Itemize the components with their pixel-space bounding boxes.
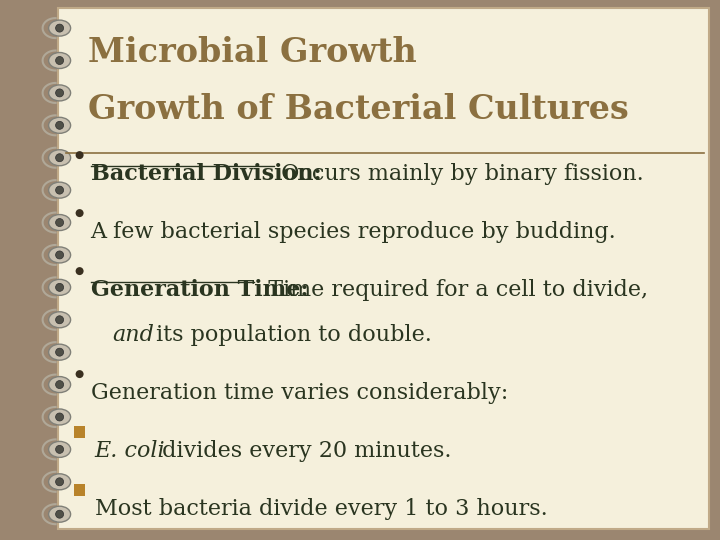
Circle shape <box>55 186 63 194</box>
Ellipse shape <box>49 474 71 490</box>
Circle shape <box>55 89 63 97</box>
Text: Microbial Growth: Microbial Growth <box>88 36 416 69</box>
Ellipse shape <box>49 376 71 393</box>
Text: Generation Time:: Generation Time: <box>91 279 308 301</box>
Circle shape <box>55 381 63 389</box>
Text: Time required for a cell to divide,: Time required for a cell to divide, <box>253 279 648 301</box>
Circle shape <box>55 316 63 324</box>
Circle shape <box>55 251 63 259</box>
Circle shape <box>55 510 63 518</box>
Ellipse shape <box>49 182 71 198</box>
Circle shape <box>55 154 63 161</box>
Ellipse shape <box>49 85 71 101</box>
Circle shape <box>76 151 84 159</box>
Circle shape <box>55 122 63 129</box>
Circle shape <box>76 267 84 275</box>
Ellipse shape <box>49 247 71 263</box>
Text: Generation time varies considerably:: Generation time varies considerably: <box>91 382 508 404</box>
Ellipse shape <box>49 344 71 360</box>
Circle shape <box>55 348 63 356</box>
Circle shape <box>55 446 63 454</box>
Circle shape <box>55 57 63 64</box>
Text: Growth of Bacterial Cultures: Growth of Bacterial Cultures <box>88 93 629 126</box>
Circle shape <box>76 209 84 217</box>
Circle shape <box>76 370 84 378</box>
Ellipse shape <box>49 52 71 69</box>
Text: divides every 20 minutes.: divides every 20 minutes. <box>155 440 451 462</box>
Ellipse shape <box>49 312 71 328</box>
Text: and: and <box>112 324 155 346</box>
Ellipse shape <box>49 117 71 133</box>
Circle shape <box>55 24 63 32</box>
Circle shape <box>55 478 63 486</box>
Circle shape <box>55 219 63 227</box>
Text: Bacterial Division:: Bacterial Division: <box>91 163 321 185</box>
Circle shape <box>55 413 63 421</box>
Ellipse shape <box>49 441 71 457</box>
Ellipse shape <box>49 214 71 231</box>
Text: A few bacterial species reproduce by budding.: A few bacterial species reproduce by bud… <box>91 221 616 243</box>
Ellipse shape <box>49 506 71 522</box>
Text: E. coli: E. coli <box>94 440 165 462</box>
Text: its population to double.: its population to double. <box>148 324 431 346</box>
Text: Most bacteria divide every 1 to 3 hours.: Most bacteria divide every 1 to 3 hours. <box>94 498 547 520</box>
Circle shape <box>55 284 63 292</box>
Ellipse shape <box>49 279 71 295</box>
Text: Occurs mainly by binary fission.: Occurs mainly by binary fission. <box>274 163 644 185</box>
Ellipse shape <box>49 20 71 36</box>
Ellipse shape <box>49 150 71 166</box>
Ellipse shape <box>49 409 71 425</box>
